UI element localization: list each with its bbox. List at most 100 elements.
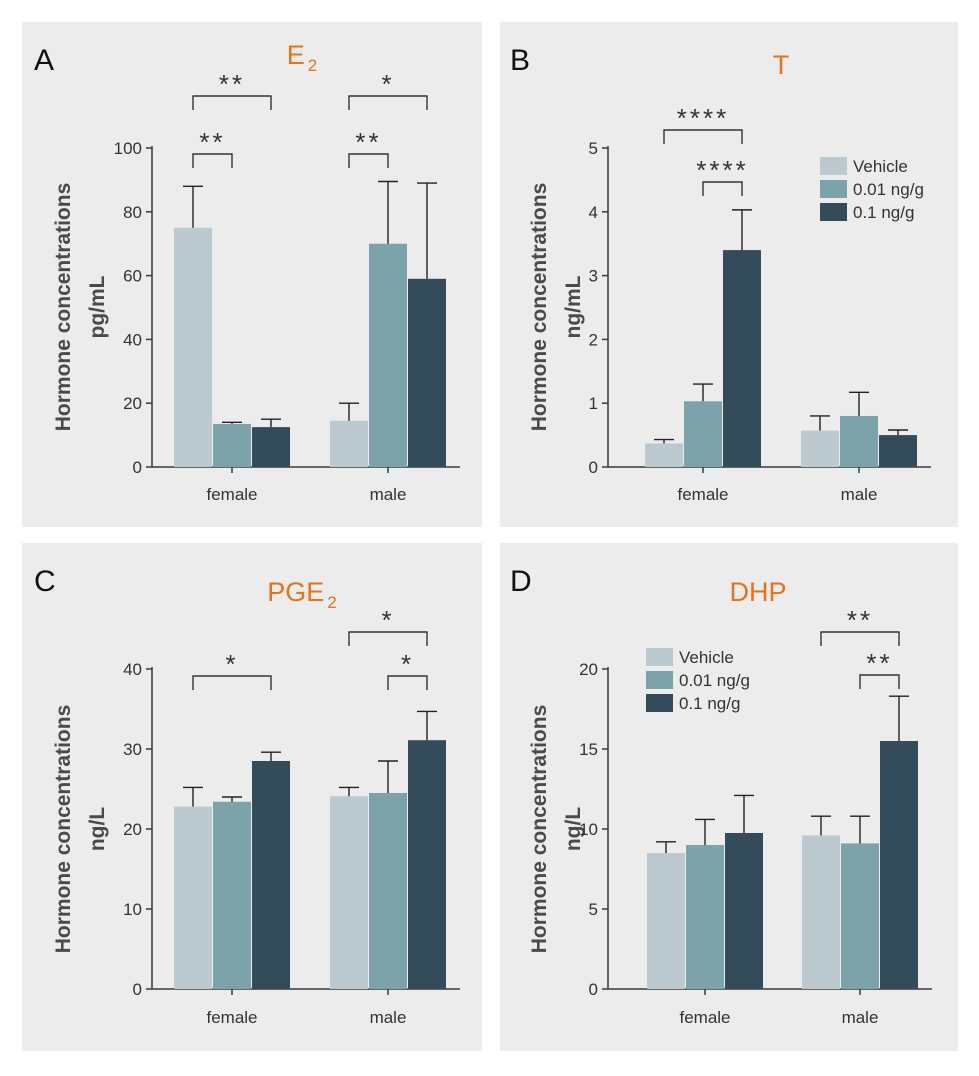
y-tick-label: 20 <box>123 394 142 413</box>
significance-label: ** <box>847 605 873 635</box>
panel-letter: C <box>34 565 56 598</box>
bar-low-dose-male <box>369 243 407 467</box>
y-tick-label: 30 <box>123 740 142 759</box>
significance-bracket <box>348 95 428 110</box>
y-tick-label: 5 <box>589 900 598 919</box>
significance-bracket <box>348 153 389 168</box>
significance-bracket <box>192 95 272 110</box>
panel-b: B T Hormone concentrations ng/mL 0 1 2 3 4 5 femal… <box>500 22 958 527</box>
significance-bracket <box>348 631 428 646</box>
y-tick-label: 20 <box>123 820 142 839</box>
bar-high-dose-female <box>723 250 761 467</box>
bar-low-dose-male <box>840 415 878 467</box>
bar-low-dose-female <box>213 801 251 989</box>
y-axis-unit: pg/mL <box>86 275 109 338</box>
y-tick-label: 100 <box>114 139 142 158</box>
legend-label-high-dose: 0.1 ng/g <box>853 203 914 222</box>
chart-svg: A E 2 Hormone concentrations pg/mL 0 20 40 60 80 1… <box>34 40 460 504</box>
legend-label-high-dose: 0.1 ng/g <box>679 694 740 713</box>
chart-title: T <box>773 50 790 80</box>
y-axis-unit: ng/L <box>562 807 585 851</box>
significance-bracket <box>663 129 743 144</box>
chart-title-subscript: 2 <box>308 56 317 75</box>
significance-bracket <box>192 153 233 168</box>
bar-low-dose-female <box>686 845 724 989</box>
significance-label: **** <box>696 155 748 185</box>
bar-vehicle-male <box>330 796 368 989</box>
y-tick-label: 5 <box>589 139 598 158</box>
significance-label: ** <box>199 127 225 157</box>
y-axis-label: Hormone concentrations <box>52 705 75 954</box>
legend-swatch-low-dose <box>646 671 673 689</box>
chart-title-subscript: 2 <box>327 593 336 612</box>
significance-label: * <box>401 649 414 679</box>
significance-bracket <box>859 674 900 689</box>
legend-label-low-dose: 0.01 ng/g <box>853 180 924 199</box>
legend-label-vehicle: Vehicle <box>853 157 908 176</box>
y-tick-label: 4 <box>589 203 598 222</box>
significance-label: * <box>381 69 394 99</box>
x-tick-label-female: female <box>206 485 257 504</box>
panel-c: C PGE 2 Hormone concentrations ng/L 0 10 20 30 40… <box>22 543 482 1051</box>
legend-swatch-high-dose <box>820 203 847 221</box>
bar-vehicle-female <box>174 806 212 989</box>
y-axis-unit: ng/L <box>86 807 109 851</box>
panel-d: D DHP Hormone concentrations ng/L 0 5 10 15 20 fe… <box>500 543 958 1051</box>
y-tick-label: 0 <box>133 458 142 477</box>
x-tick-label-female: female <box>679 1008 730 1027</box>
y-tick-label: 60 <box>123 267 142 286</box>
y-axis-unit: ng/mL <box>562 275 585 338</box>
bar-vehicle-male <box>330 420 368 467</box>
bar-vehicle-male <box>802 835 840 989</box>
significance-bracket <box>192 675 272 690</box>
bar-high-dose-male <box>880 741 918 989</box>
legend-swatch-vehicle <box>820 157 847 175</box>
legend-label-vehicle: Vehicle <box>679 648 734 667</box>
y-tick-label: 0 <box>133 980 142 999</box>
x-tick-label-male: male <box>370 1008 407 1027</box>
significance-bracket <box>387 675 428 690</box>
y-tick-label: 15 <box>579 740 598 759</box>
legend-swatch-vehicle <box>646 648 673 666</box>
y-tick-label: 40 <box>123 330 142 349</box>
y-tick-label: 1 <box>589 394 598 413</box>
x-tick-label-female: female <box>206 1008 257 1027</box>
bar-low-dose-female <box>684 401 722 467</box>
chart-svg: D DHP Hormone concentrations ng/L 0 5 10 15 20 fe… <box>510 565 932 1027</box>
legend-label-low-dose: 0.01 ng/g <box>679 671 750 690</box>
y-tick-label: 20 <box>579 660 598 679</box>
significance-label: ** <box>219 69 245 99</box>
y-axis-label: Hormone concentrations <box>52 183 75 432</box>
significance-label: ** <box>355 127 381 157</box>
bar-high-dose-male <box>879 435 917 467</box>
y-axis-label: Hormone concentrations <box>528 705 551 954</box>
bar-low-dose-male <box>369 793 407 989</box>
chart-title: DHP <box>729 577 786 607</box>
y-tick-label: 3 <box>589 267 598 286</box>
significance-bracket <box>702 181 743 196</box>
chart-svg: C PGE 2 Hormone concentrations ng/L 0 10 20 30 40… <box>34 565 460 1027</box>
legend-swatch-low-dose <box>820 180 847 198</box>
y-tick-label: 0 <box>589 980 598 999</box>
panel-letter: A <box>34 44 54 77</box>
x-tick-label-female: female <box>677 485 728 504</box>
x-tick-label-male: male <box>842 1008 879 1027</box>
x-tick-label-male: male <box>370 485 407 504</box>
chart-svg: B T Hormone concentrations ng/mL 0 1 2 3 4 5 femal… <box>510 44 931 504</box>
y-tick-label: 40 <box>123 660 142 679</box>
bar-vehicle-female <box>645 443 683 467</box>
bar-high-dose-female <box>252 761 290 989</box>
legend-swatch-high-dose <box>646 694 673 712</box>
x-tick-label-male: male <box>841 485 878 504</box>
bar-vehicle-female <box>647 853 685 989</box>
bar-low-dose-male <box>841 843 879 989</box>
bar-high-dose-male <box>408 740 446 989</box>
y-tick-label: 80 <box>123 203 142 222</box>
y-tick-label: 0 <box>589 458 598 477</box>
bar-high-dose-female <box>725 833 763 989</box>
y-axis-label: Hormone concentrations <box>528 183 551 432</box>
panel-letter: D <box>510 565 532 598</box>
bar-high-dose-male <box>408 278 446 467</box>
significance-label: ** <box>866 648 892 678</box>
